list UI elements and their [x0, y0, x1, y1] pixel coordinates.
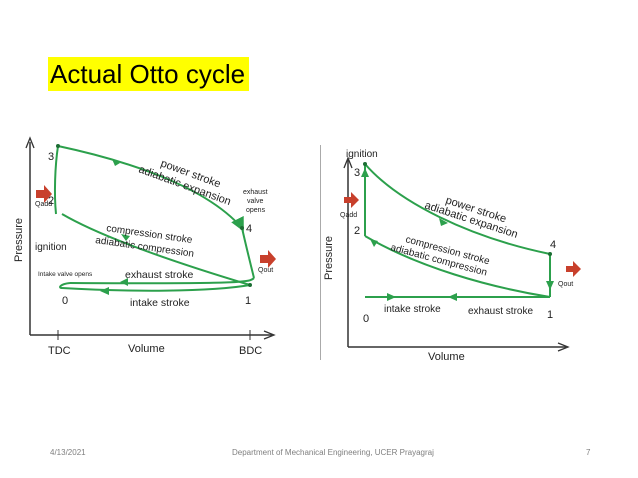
left-x-axis-label: Volume: [128, 343, 165, 355]
left-intake-stroke-label: intake stroke: [130, 297, 190, 309]
left-point-2: 2: [48, 195, 54, 207]
right-y-axis-label: Pressure: [323, 236, 335, 280]
left-point-0: 0: [62, 295, 68, 307]
left-tdc-label: TDC: [48, 345, 71, 357]
footer-page-number: 7: [586, 448, 591, 457]
right-q-out-arrow: [566, 261, 581, 277]
left-q-add-arrow: [36, 185, 52, 203]
right-x-axis-label: Volume: [428, 351, 465, 362]
left-intake-valve-opens-label: Intake valve opens: [38, 271, 93, 278]
right-point-2: 2: [354, 225, 360, 237]
left-intake-curve: [61, 284, 251, 292]
right-intake-stroke-label: intake stroke: [384, 304, 441, 315]
left-point-1: 1: [245, 295, 251, 307]
right-point-4: 4: [550, 239, 556, 251]
right-exhaust-stroke-label: exhaust stroke: [468, 306, 533, 317]
left-exhaust-valve-label-2: valve: [247, 198, 263, 205]
left-exhaust-valve-label-3: opens: [246, 207, 266, 214]
left-q-out-arrow: [260, 250, 276, 268]
left-point-4: 4: [246, 223, 252, 235]
left-ignition-label: ignition: [35, 242, 67, 253]
left-q-out-label: Qout: [258, 267, 273, 274]
left-compression-curve: [61, 213, 251, 286]
right-pv-diagram: ignition Pressure Volume 3 2 4 0 1 Qadd …: [323, 149, 581, 362]
footer-department: Department of Mechanical Engineering, UC…: [232, 448, 434, 457]
slide-title: Actual Otto cycle: [48, 57, 249, 91]
right-power-stroke-curve: [364, 163, 551, 255]
left-point-3: 3: [48, 151, 54, 163]
diagram-divider: [320, 145, 321, 360]
right-compression-curve: [364, 235, 551, 298]
left-bdc-label: BDC: [239, 345, 262, 357]
left-exhaust-valve-label-1: exhaust: [243, 189, 268, 196]
right-q-add-arrow: [344, 192, 359, 208]
right-point-1: 1: [547, 309, 553, 321]
left-combustion-curve: [53, 145, 59, 215]
right-point-3: 3: [354, 167, 360, 179]
right-q-out-label: Qout: [558, 281, 573, 288]
left-power-stroke-curve: [57, 145, 255, 279]
left-q-add-label: Qadd: [35, 201, 52, 208]
left-pv-diagram: Pressure Volume TDC BDC 3 2 4 0 1 Qadd Q…: [13, 136, 276, 357]
left-exhaust-stroke-label: exhaust stroke: [125, 269, 193, 281]
footer-date: 4/13/2021: [50, 448, 86, 457]
right-ignition-label: ignition: [346, 149, 378, 160]
right-q-add-label: Qadd: [340, 212, 357, 219]
left-y-axis-label: Pressure: [13, 218, 25, 262]
right-point-0: 0: [363, 313, 369, 325]
